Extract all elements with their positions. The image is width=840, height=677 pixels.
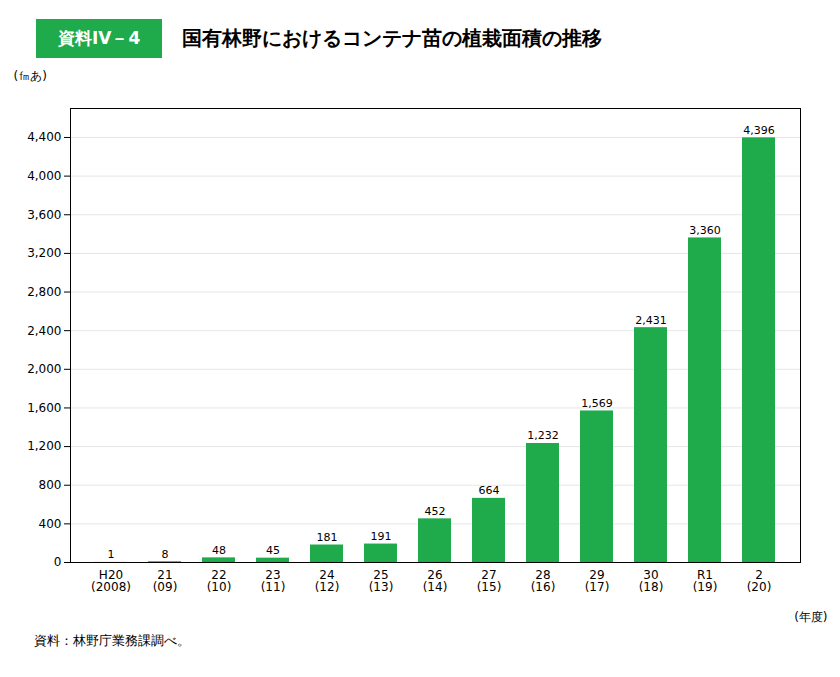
svg-text:3,600: 3,600: [27, 208, 61, 222]
svg-text:27(15): 27(15): [477, 568, 502, 594]
svg-text:1,600: 1,600: [27, 401, 61, 415]
html-text:資料：林野庁業務課調べ。: 資料：林野庁業務課調べ。: [34, 633, 190, 648]
svg-text:191: 191: [371, 530, 392, 543]
svg-text:23(11): 23(11): [261, 568, 286, 594]
svg-text:48: 48: [212, 544, 226, 557]
svg-text:22(10): 22(10): [207, 568, 232, 594]
svg-text:2(20): 2(20): [747, 568, 772, 594]
svg-text:181: 181: [317, 531, 338, 544]
svg-text:24(12): 24(12): [315, 568, 340, 594]
svg-text:1,232: 1,232: [527, 429, 559, 442]
svg-text:30(18): 30(18): [639, 568, 664, 594]
svg-text:29(17): 29(17): [585, 568, 610, 594]
svg-text:0: 0: [54, 555, 62, 569]
svg-text:400: 400: [39, 517, 62, 531]
svg-text:1,569: 1,569: [581, 397, 613, 410]
svg-text:(年度): (年度): [794, 610, 827, 624]
svg-text:4,400: 4,400: [27, 130, 61, 144]
svg-text:R1(19): R1(19): [693, 568, 718, 594]
svg-text:1: 1: [108, 548, 115, 561]
svg-text:26(14): 26(14): [423, 568, 448, 594]
svg-text:800: 800: [39, 478, 62, 492]
svg-text:8: 8: [162, 548, 169, 561]
svg-text:1,200: 1,200: [27, 439, 61, 453]
svg-text:28(16): 28(16): [531, 568, 556, 594]
svg-text:H20(2008): H20(2008): [91, 568, 131, 594]
svg-text:2,400: 2,400: [27, 324, 61, 338]
svg-text:3,360: 3,360: [689, 224, 721, 237]
svg-text:25(13): 25(13): [369, 568, 394, 594]
svg-text:21(09): 21(09): [153, 568, 178, 594]
html-text:資料IV－4: 資料IV－4: [58, 27, 141, 48]
html-text:国有林野におけるコンテナ苗の植栽面積の推移: 国有林野におけるコンテナ苗の植栽面積の推移: [182, 25, 603, 50]
svg-text:4,000: 4,000: [27, 169, 61, 183]
svg-text:4,396: 4,396: [743, 124, 775, 137]
svg-text:45: 45: [266, 544, 280, 557]
svg-text:664: 664: [479, 484, 500, 497]
svg-text:452: 452: [425, 505, 446, 518]
svg-text:3,200: 3,200: [27, 246, 61, 260]
svg-text:2,000: 2,000: [27, 362, 61, 376]
svg-text:2,431: 2,431: [635, 314, 667, 327]
svg-text:2,800: 2,800: [27, 285, 61, 299]
svg-text:(㎙あ): (㎙あ): [14, 69, 47, 83]
